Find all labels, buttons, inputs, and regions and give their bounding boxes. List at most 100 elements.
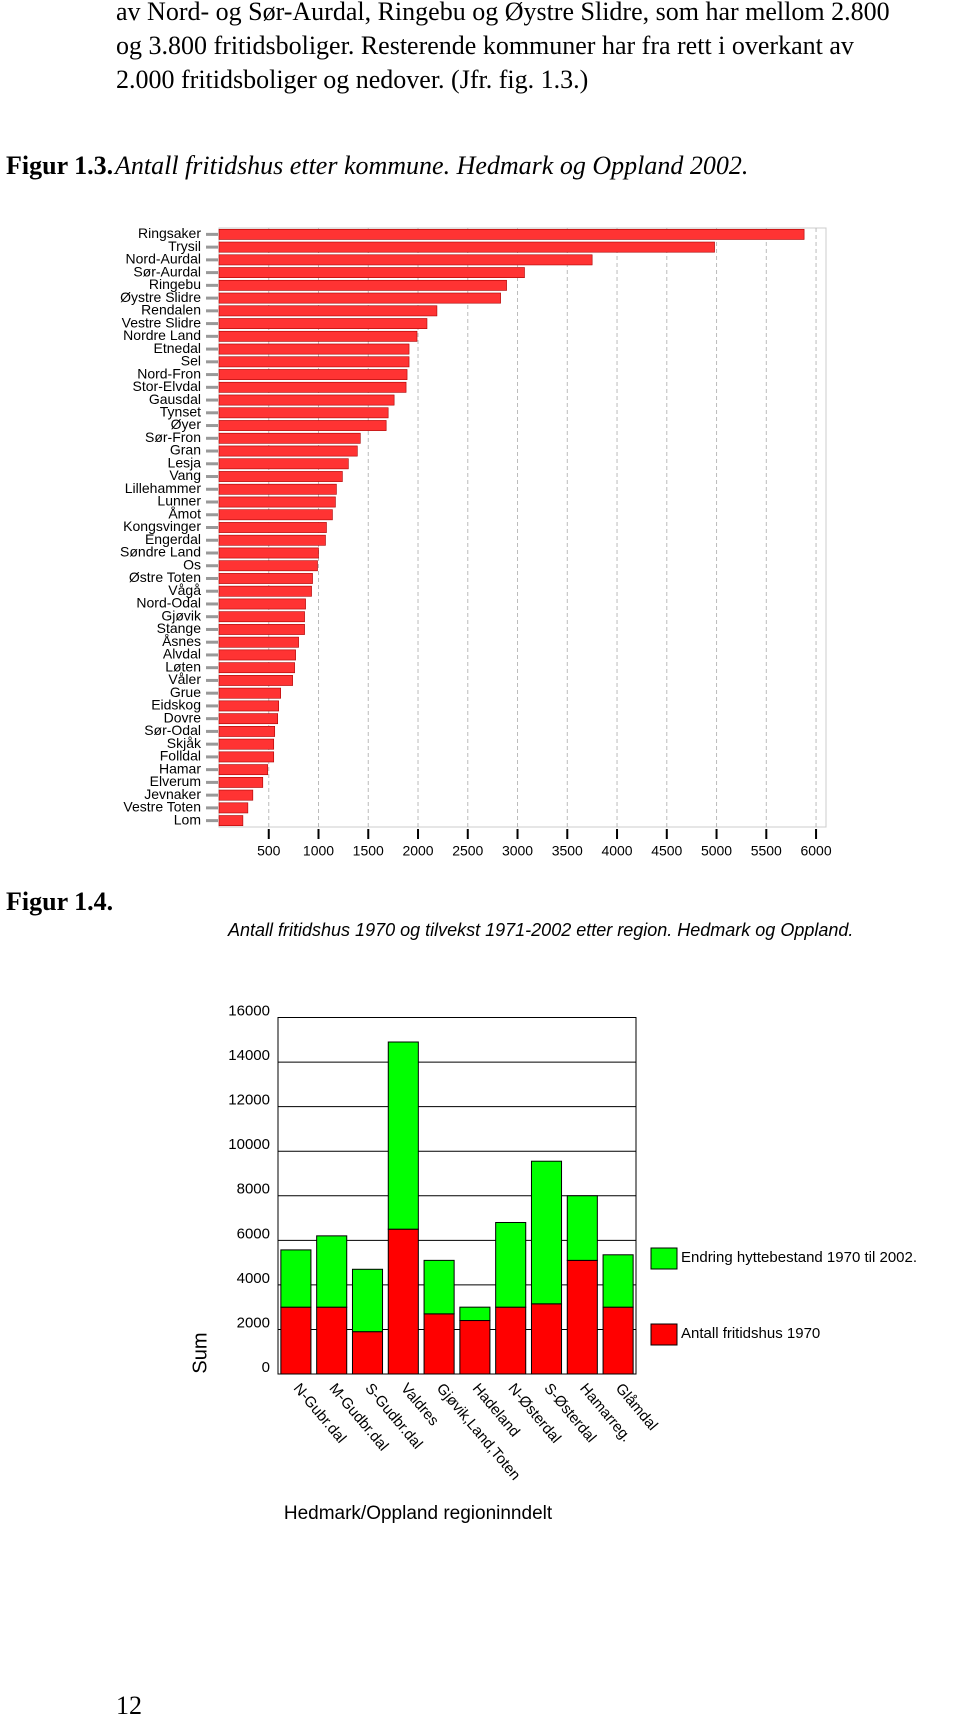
bar xyxy=(218,407,389,419)
bar xyxy=(218,585,312,597)
bar xyxy=(218,420,387,431)
y-tick-label: Østre Toten xyxy=(129,569,201,585)
y-tick-label: Skjåk xyxy=(167,735,202,751)
y-tick-label: 0 xyxy=(262,1359,270,1376)
bar-segment xyxy=(459,1320,491,1375)
y-tick-label: Sør-Aurdal xyxy=(133,263,201,279)
y-tick-label: Nordre Land xyxy=(123,327,201,343)
bar xyxy=(218,381,407,393)
y-tick-label: Åmot xyxy=(168,505,201,521)
y-tick-label: 4000 xyxy=(237,1270,270,1287)
bar xyxy=(218,624,305,635)
y-tick-label: Elverum xyxy=(150,773,201,789)
x-tick-label: 1500 xyxy=(353,843,384,859)
bar xyxy=(218,598,306,610)
y-tick-label: Sel xyxy=(181,353,201,369)
y-tick-label: Nord-Aurdal xyxy=(126,251,201,267)
y-tick-label: Jevnaker xyxy=(144,786,201,802)
bar xyxy=(218,764,269,776)
y-tick-label: Kongsvinger xyxy=(123,518,201,534)
chart-title: Antall fritidshus 1970 og tilvekst 1971-… xyxy=(227,920,853,940)
bar xyxy=(218,483,337,495)
bar-segment xyxy=(387,1041,419,1230)
y-tick-label: Gjøvik xyxy=(161,607,202,623)
bar-segment xyxy=(495,1306,527,1375)
x-tick-label: 3000 xyxy=(502,843,533,859)
y-tick-label: Os xyxy=(183,556,201,572)
bar xyxy=(218,432,361,444)
y-tick-label: Engerdal xyxy=(145,531,201,547)
paragraph-line: av Nord- og Sør-Aurdal, Ringebu og Øystr… xyxy=(116,0,890,26)
figure-label: Figur 1.4. xyxy=(6,887,113,916)
y-tick-label: Stange xyxy=(157,620,202,636)
y-tick-label: Vestre Slidre xyxy=(122,314,202,330)
x-tick-label: 3500 xyxy=(552,843,583,859)
x-tick-label: 6000 xyxy=(800,843,831,859)
y-tick-label: Øyer xyxy=(171,416,202,432)
y-tick-label: 2000 xyxy=(237,1314,270,1331)
bar-segment xyxy=(459,1306,491,1322)
x-tick-label: 4500 xyxy=(651,843,682,859)
x-axis-title: Hedmark/Oppland regioninndelt xyxy=(284,1503,553,1524)
bar-segment xyxy=(351,1331,384,1375)
bar xyxy=(218,534,326,546)
y-tick-label: Åsnes xyxy=(162,633,201,649)
legend-label: Endring hyttebestand 1970 til 2002. xyxy=(681,1249,917,1266)
y-tick-label: Tynset xyxy=(160,404,201,420)
y-tick-label: Hamar xyxy=(159,760,201,776)
bar xyxy=(218,738,275,750)
bar-segment xyxy=(530,1160,563,1305)
y-tick-label: Nord-Odal xyxy=(136,595,201,611)
bar-segment xyxy=(280,1249,312,1308)
bar xyxy=(218,636,299,648)
bar xyxy=(218,713,279,725)
legend-swatch xyxy=(650,1247,678,1270)
paragraph-line: og 3.800 fritidsboliger. Resterende komm… xyxy=(116,31,854,60)
figure-label: Figur 1.3. xyxy=(6,151,113,180)
x-tick-label: 4000 xyxy=(601,843,632,859)
bar xyxy=(218,496,336,508)
bar xyxy=(218,700,280,712)
bar xyxy=(218,649,296,661)
bar xyxy=(218,267,525,279)
bar xyxy=(218,776,264,788)
bar xyxy=(218,330,418,342)
bar xyxy=(218,560,318,572)
bar xyxy=(218,662,295,674)
bar xyxy=(218,815,244,827)
bar xyxy=(218,687,281,699)
y-tick-label: Rendalen xyxy=(141,302,201,318)
bar xyxy=(218,751,275,763)
y-tick-label: Øystre Slidre xyxy=(120,289,201,305)
y-tick-label: Lillehammer xyxy=(125,480,202,496)
bar xyxy=(218,547,319,559)
y-axis-title: Sum xyxy=(189,1332,211,1373)
bar xyxy=(218,318,428,329)
y-tick-label: Ringebu xyxy=(149,276,201,292)
y-tick-label: Vågå xyxy=(168,582,201,598)
y-tick-label: Søndre Land xyxy=(120,544,201,560)
paragraph-line: 2.000 fritidsboliger og nedover. (Jfr. f… xyxy=(116,65,588,94)
x-tick-label: 2500 xyxy=(452,843,483,859)
y-tick-label: Vang xyxy=(169,467,201,483)
bar xyxy=(218,675,293,686)
bar-segment xyxy=(566,1195,598,1261)
bar xyxy=(218,726,276,737)
bar xyxy=(218,254,593,266)
y-tick-label: Gran xyxy=(170,442,201,458)
legend-label: Antall fritidshus 1970 xyxy=(681,1325,820,1342)
y-tick-label: 14000 xyxy=(228,1047,270,1064)
y-tick-label: Stor-Elvdal xyxy=(133,378,201,394)
y-tick-label: Grue xyxy=(170,684,201,700)
bar xyxy=(218,789,254,801)
bar-segment xyxy=(423,1313,455,1375)
bar-segment xyxy=(316,1235,348,1308)
y-tick-label: Lom xyxy=(174,811,201,827)
y-tick-label: Trysil xyxy=(168,238,201,254)
x-tick-label: 5000 xyxy=(701,843,732,859)
bar-segment xyxy=(566,1259,598,1375)
bar xyxy=(218,356,410,368)
bar xyxy=(218,802,249,814)
bar xyxy=(218,394,395,406)
